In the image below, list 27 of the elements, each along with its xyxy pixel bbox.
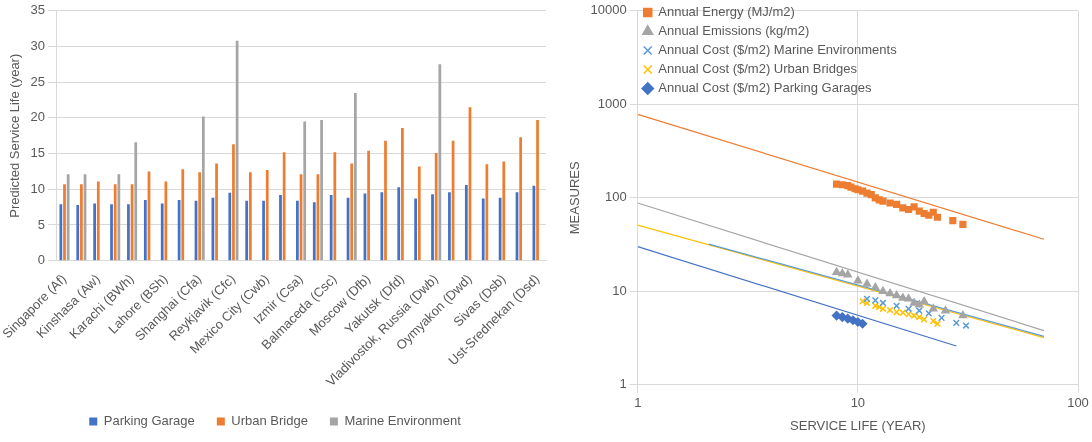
legend-label: Parking Garage bbox=[103, 413, 195, 429]
y-tick-label: 35 bbox=[30, 2, 46, 18]
x-tick-label: 1 bbox=[634, 395, 642, 411]
y-tick-label: 1 bbox=[619, 376, 627, 392]
y-tick-label: 30 bbox=[30, 38, 46, 54]
legend-label: Annual Cost ($/m2) Urban Bridges bbox=[658, 61, 858, 77]
y-axis-title: Predicted Service Life (year) bbox=[7, 53, 23, 218]
y-tick-label: 10 bbox=[612, 282, 627, 298]
x-tick-label: 10 bbox=[850, 395, 866, 411]
legend-label: Annual Cost ($/m2) Parking Garages bbox=[658, 80, 872, 96]
y-axis-title: MEASURES bbox=[567, 161, 583, 235]
y-tick-label: 10 bbox=[30, 180, 46, 196]
y-tick-label: 25 bbox=[30, 73, 46, 89]
legend-label: Annual Emissions (kg/m2) bbox=[658, 23, 810, 39]
y-tick-label: 10000 bbox=[590, 2, 627, 18]
y-tick-label: 5 bbox=[37, 216, 46, 232]
legend-label: Annual Cost ($/m2) Marine Environments bbox=[658, 42, 898, 58]
legend-label: Urban Bridge bbox=[231, 413, 308, 429]
legend-label: Marine Environment bbox=[344, 413, 462, 429]
y-tick-label: 0 bbox=[37, 252, 46, 268]
y-tick-label: 20 bbox=[30, 109, 46, 125]
y-tick-label: 1000 bbox=[597, 95, 627, 111]
legend-label: Annual Energy (MJ/m2) bbox=[658, 4, 795, 20]
x-tick-label: 100 bbox=[1067, 395, 1089, 411]
x-axis-title: SERVICE LIFE (YEAR) bbox=[790, 417, 926, 433]
y-tick-label: 100 bbox=[605, 189, 627, 205]
y-tick-label: 15 bbox=[30, 145, 46, 161]
